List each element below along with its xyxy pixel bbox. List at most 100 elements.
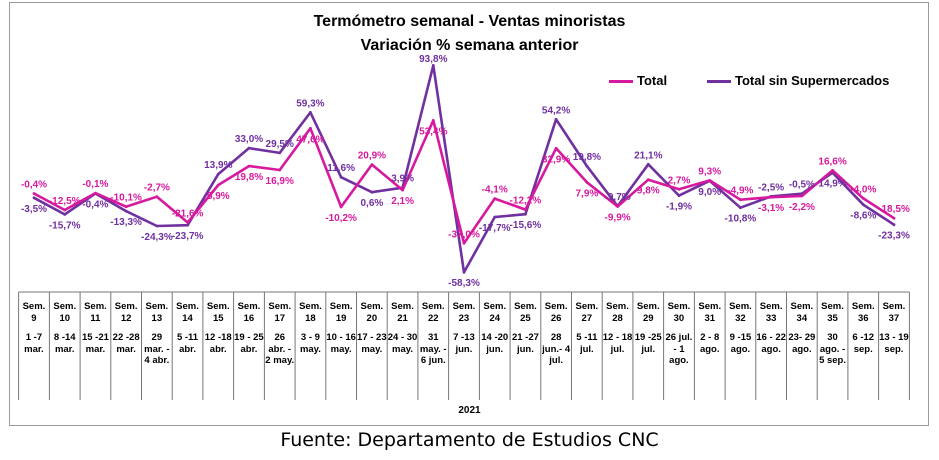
category-week-26: Sem. 35 bbox=[821, 301, 844, 324]
data-label-total-sin-supermercados-19: -9,7% bbox=[605, 192, 631, 203]
data-point-total-28 bbox=[892, 216, 896, 220]
category-label-5: Sem. 14 5 -11 abr. bbox=[173, 301, 203, 355]
category-dates-27: 6 -12 sep. bbox=[852, 332, 875, 355]
data-label-total-28: -18,5% bbox=[878, 204, 910, 215]
category-label-16: Sem. 25 21 -27 jun. bbox=[511, 301, 541, 355]
data-point-total-sin-supermercados-14 bbox=[462, 270, 466, 274]
data-label-total-25: -2,2% bbox=[789, 202, 815, 213]
legend-swatch-total bbox=[609, 80, 633, 83]
data-label-total-sin-supermercados-21: -1,9% bbox=[666, 202, 692, 213]
data-point-total-14 bbox=[462, 241, 466, 245]
category-dates-2: 15 -21 mar. bbox=[81, 332, 109, 355]
category-dates-6: 12 -18 abr. bbox=[204, 332, 232, 355]
data-point-total-27 bbox=[861, 197, 865, 200]
data-point-total-12 bbox=[401, 188, 404, 192]
category-dates-11: 17 - 23 may. bbox=[357, 332, 387, 355]
category-label-22: Sem. 31 2 - 8 ago. bbox=[695, 301, 725, 355]
data-point-total-0 bbox=[32, 192, 36, 195]
data-label-total-sin-supermercados-15: -17,7% bbox=[479, 223, 511, 234]
category-label-10: Sem. 19 10 - 16 may. bbox=[326, 301, 356, 355]
data-label-total-20: 9,8% bbox=[637, 186, 660, 197]
data-point-total-25 bbox=[800, 194, 804, 198]
data-label-total-sin-supermercados-22: 9,0% bbox=[698, 187, 721, 198]
category-label-1: Sem. 10 8 -14 mar. bbox=[50, 301, 80, 355]
data-point-total-10 bbox=[339, 205, 343, 209]
data-point-total-18 bbox=[585, 180, 589, 184]
data-point-total-19 bbox=[616, 205, 619, 208]
category-label-21: Sem. 30 26 jul. - 1 ago. bbox=[664, 301, 694, 367]
data-label-total-3: -10,1% bbox=[110, 193, 142, 204]
category-dates-0: 1 -7 mar. bbox=[24, 332, 44, 355]
chart-frame bbox=[9, 2, 929, 426]
data-label-total-sin-supermercados-20: 21,1% bbox=[634, 150, 662, 161]
data-point-total-26 bbox=[831, 169, 834, 172]
category-label-20: Sem. 29 19 -25 jul. bbox=[633, 301, 663, 355]
data-point-total-21 bbox=[677, 187, 681, 191]
data-point-total-sin-supermercados-13 bbox=[431, 64, 435, 67]
data-point-total-sin-supermercados-5 bbox=[186, 223, 190, 227]
category-dates-19: 12 - 18 jul. bbox=[602, 332, 633, 355]
category-dates-23: 9 -15 ago. bbox=[729, 332, 752, 355]
category-label-13: Sem. 22 31 may. - 6 jun. bbox=[418, 301, 448, 367]
category-label-7: Sem. 16 19 - 25 abr. bbox=[234, 301, 264, 355]
category-label-8: Sem. 17 26 abr. - 2 may. bbox=[265, 301, 295, 367]
data-label-total-sin-supermercados-10: 11,6% bbox=[327, 163, 355, 174]
category-label-15: Sem. 24 14 -20 jun. bbox=[480, 301, 510, 355]
data-point-total-17 bbox=[554, 146, 558, 150]
category-week-2: Sem. 11 bbox=[84, 301, 107, 324]
data-label-total-sin-supermercados-13: 93,8% bbox=[419, 54, 447, 65]
data-label-total-sin-supermercados-0: -3,5% bbox=[21, 204, 47, 215]
data-label-total-sin-supermercados-23: -10,8% bbox=[725, 214, 757, 225]
data-label-total-15: -4,1% bbox=[482, 185, 508, 196]
category-week-20: Sem. 29 bbox=[636, 301, 660, 324]
data-point-total-sin-supermercados-15 bbox=[493, 215, 497, 219]
data-label-total-sin-supermercados-6: 13,9% bbox=[204, 160, 232, 171]
data-label-total-22: 9,3% bbox=[698, 166, 721, 177]
category-dates-25: 23- 29 ago. bbox=[788, 332, 816, 355]
data-point-total-sin-supermercados-27 bbox=[861, 203, 865, 207]
category-dates-7: 19 - 25 abr. bbox=[234, 332, 264, 355]
data-point-total-sin-supermercados-11 bbox=[370, 190, 374, 194]
data-label-total-sin-supermercados-25: -0,5% bbox=[789, 180, 815, 191]
category-week-23: Sem. 32 bbox=[729, 301, 752, 324]
category-week-24: Sem. 33 bbox=[759, 301, 783, 324]
data-label-total-sin-supermercados-12: 3,9% bbox=[391, 174, 414, 185]
data-label-total-sin-supermercados-3: -13,3% bbox=[110, 217, 142, 228]
data-label-total-16: -12,2% bbox=[510, 196, 542, 207]
category-dates-21: 26 jul. - 1 ago. bbox=[665, 332, 693, 366]
category-label-4: Sem. 13 29 mar. - 4 abr. bbox=[142, 301, 172, 367]
category-label-19: Sem. 28 12 - 18 jul. bbox=[603, 301, 633, 355]
data-point-total-sin-supermercados-4 bbox=[155, 224, 159, 228]
data-label-total-10: -10,2% bbox=[325, 213, 357, 224]
data-point-total-8 bbox=[278, 168, 282, 172]
data-label-total-24: -3,1% bbox=[758, 203, 784, 214]
data-point-total-1 bbox=[63, 208, 67, 212]
data-label-total-sin-supermercados-28: -23,3% bbox=[878, 231, 910, 242]
category-dates-4: 29 mar. - 4 abr. bbox=[144, 332, 170, 366]
data-point-total-2 bbox=[94, 191, 97, 195]
data-label-total-14: -37,0% bbox=[448, 229, 480, 240]
category-label-25: Sem. 34 23- 29 ago. bbox=[787, 301, 817, 355]
data-point-total-sin-supermercados-8 bbox=[278, 151, 282, 155]
category-week-19: Sem. 28 bbox=[606, 301, 629, 324]
data-point-total-20 bbox=[646, 178, 650, 182]
category-week-1: Sem. 10 bbox=[53, 301, 77, 324]
category-label-6: Sem. 15 12 -18 abr. bbox=[203, 301, 233, 355]
data-point-total-sin-supermercados-17 bbox=[554, 117, 558, 121]
category-week-21: Sem. 30 bbox=[667, 301, 691, 324]
data-label-total-13: 53,4% bbox=[419, 126, 447, 137]
data-label-total-6: 5,9% bbox=[207, 191, 230, 202]
data-point-total-sin-supermercados-10 bbox=[339, 175, 343, 179]
category-label-3: Sem. 12 22 -28 mar. bbox=[111, 301, 141, 355]
category-week-4: Sem. 13 bbox=[145, 301, 169, 324]
data-point-total-15 bbox=[493, 197, 497, 201]
category-label-18: Sem. 27 5 -11 jul. bbox=[572, 301, 602, 355]
category-week-14: Sem. 23 bbox=[452, 301, 476, 324]
category-week-28: Sem. 37 bbox=[882, 301, 906, 324]
category-dates-10: 10 - 16 may. bbox=[326, 332, 356, 355]
data-label-total-5: -21,6% bbox=[172, 208, 204, 219]
category-dates-16: 21 -27 jun. bbox=[511, 332, 539, 355]
data-label-total-21: 2,7% bbox=[668, 175, 691, 186]
category-dates-9: 3 - 9 may. bbox=[299, 332, 321, 355]
category-week-11: Sem. 20 bbox=[360, 301, 384, 324]
